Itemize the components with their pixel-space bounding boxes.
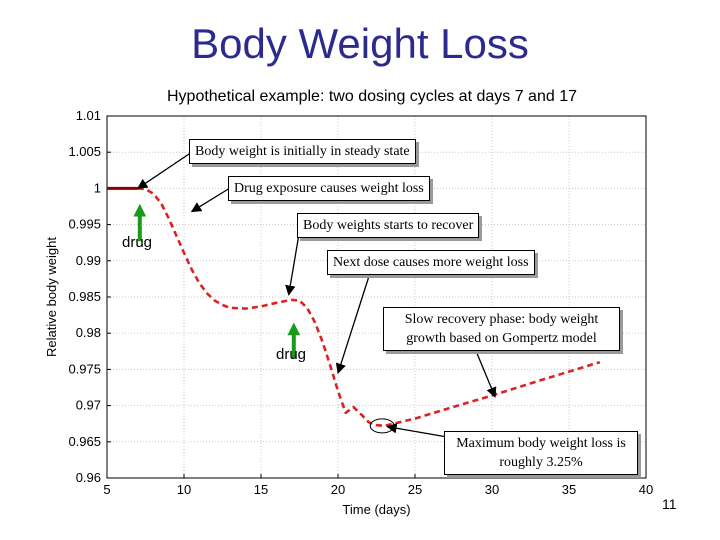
- slide-number: 11: [662, 496, 677, 512]
- y-tick-label-9: 1.005: [68, 144, 101, 159]
- annotation-arrow-2: [285, 227, 301, 296]
- x-tick-label-7: 40: [639, 482, 653, 497]
- y-tick-label-2: 0.97: [76, 398, 101, 413]
- x-tick-label-1: 10: [177, 482, 191, 497]
- y-tick-label-8: 1: [94, 180, 101, 195]
- annotation-recover: Body weights starts to recover: [297, 213, 480, 238]
- chart-subtitle: Hypothetical example: two dosing cycles …: [166, 88, 577, 105]
- y-tick-label-4: 0.98: [76, 325, 101, 340]
- x-tick-label-0: 5: [103, 482, 110, 497]
- y-tick-label-1: 0.965: [68, 434, 101, 449]
- drug-label-1: drug: [122, 234, 153, 251]
- annotation-weight-loss: Drug exposure causes weight loss: [228, 176, 430, 201]
- y-tick-label-10: 1.01: [76, 108, 101, 123]
- x-tick-label-2: 15: [254, 482, 268, 497]
- annotation-arrow-0: [136, 151, 193, 189]
- x-axis-label: Time (days): [342, 502, 410, 517]
- annotation-max-loss: Maximum body weight loss is roughly 3.25…: [444, 431, 638, 475]
- annotation-slow-recovery: Slow recovery phase: body weight growth …: [383, 307, 620, 351]
- plot-area: [107, 116, 646, 478]
- y-axis-label: Relative body weight: [44, 237, 59, 357]
- annotation-next-dose: Next dose causes more weight loss: [327, 250, 535, 275]
- annotation-arrow-4: [475, 350, 497, 398]
- annotation-arrow-5: [386, 423, 454, 439]
- x-tick-label-4: 25: [408, 482, 422, 497]
- y-tick-label-7: 0.995: [68, 217, 101, 232]
- slide-title: Body Weight Loss: [191, 20, 529, 67]
- x-tick-label-5: 30: [485, 482, 499, 497]
- x-tick-label-3: 20: [331, 482, 345, 497]
- annotation-arrow-1: [190, 187, 231, 213]
- y-tick-label-0: 0.96: [76, 470, 101, 485]
- drug-label-2: drug: [276, 346, 307, 363]
- y-tick-label-5: 0.985: [68, 289, 101, 304]
- annotation-steady-state: Body weight is initially in steady state: [189, 139, 416, 164]
- x-tick-label-6: 35: [562, 482, 576, 497]
- y-tick-label-3: 0.975: [68, 361, 101, 376]
- annotation-arrow-3: [335, 272, 371, 375]
- y-tick-label-6: 0.99: [76, 253, 101, 268]
